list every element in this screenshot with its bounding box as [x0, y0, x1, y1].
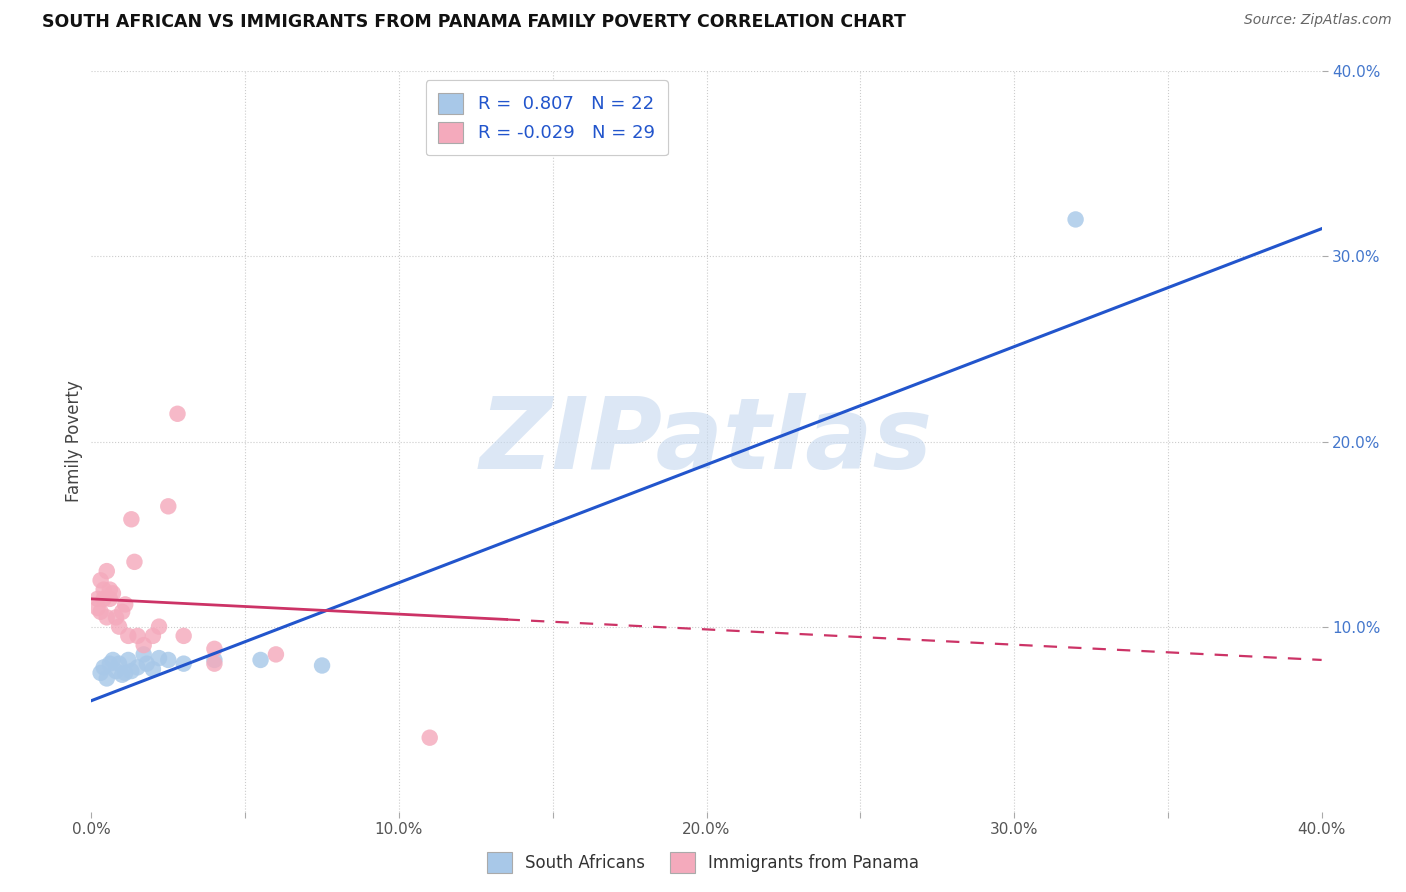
Point	[114, 598, 136, 612]
Point	[202, 653, 225, 667]
Point	[124, 555, 146, 569]
Text: Source: ZipAtlas.com: Source: ZipAtlas.com	[1244, 13, 1392, 28]
Point	[127, 660, 149, 674]
Point	[157, 653, 180, 667]
Point	[90, 605, 112, 619]
Point	[127, 629, 149, 643]
Point	[96, 610, 118, 624]
Point	[120, 664, 142, 678]
Point	[142, 629, 165, 643]
Point	[105, 664, 127, 678]
Point	[117, 653, 139, 667]
Point	[111, 667, 134, 681]
Point	[111, 605, 134, 619]
Point	[419, 731, 441, 745]
Point	[86, 601, 108, 615]
Point	[90, 665, 112, 680]
Point	[98, 582, 121, 597]
Point	[148, 619, 170, 633]
Point	[264, 648, 287, 662]
Point	[135, 657, 157, 671]
Legend: R =  0.807   N = 22, R = -0.029   N = 29: R = 0.807 N = 22, R = -0.029 N = 29	[426, 80, 668, 155]
Point	[93, 591, 115, 606]
Point	[117, 629, 139, 643]
Text: SOUTH AFRICAN VS IMMIGRANTS FROM PANAMA FAMILY POVERTY CORRELATION CHART: SOUTH AFRICAN VS IMMIGRANTS FROM PANAMA …	[42, 13, 905, 31]
Point	[173, 629, 195, 643]
Point	[90, 574, 112, 588]
Point	[105, 610, 127, 624]
Point	[98, 591, 121, 606]
Point	[148, 651, 170, 665]
Point	[93, 582, 115, 597]
Point	[93, 660, 115, 674]
Point	[173, 657, 195, 671]
Point	[202, 657, 225, 671]
Point	[1064, 212, 1087, 227]
Point	[142, 662, 165, 676]
Point	[132, 638, 155, 652]
Point	[166, 407, 188, 421]
Point	[86, 591, 108, 606]
Point	[132, 648, 155, 662]
Point	[101, 653, 124, 667]
Point	[108, 657, 131, 671]
Point	[101, 586, 124, 600]
Y-axis label: Family Poverty: Family Poverty	[65, 381, 83, 502]
Point	[120, 512, 142, 526]
Point	[98, 657, 121, 671]
Point	[96, 672, 118, 686]
Point	[108, 619, 131, 633]
Point	[96, 564, 118, 578]
Point	[311, 658, 333, 673]
Point	[157, 500, 180, 514]
Point	[114, 665, 136, 680]
Point	[249, 653, 271, 667]
Point	[202, 641, 225, 656]
Legend: South Africans, Immigrants from Panama: South Africans, Immigrants from Panama	[479, 846, 927, 880]
Text: ZIPatlas: ZIPatlas	[479, 393, 934, 490]
